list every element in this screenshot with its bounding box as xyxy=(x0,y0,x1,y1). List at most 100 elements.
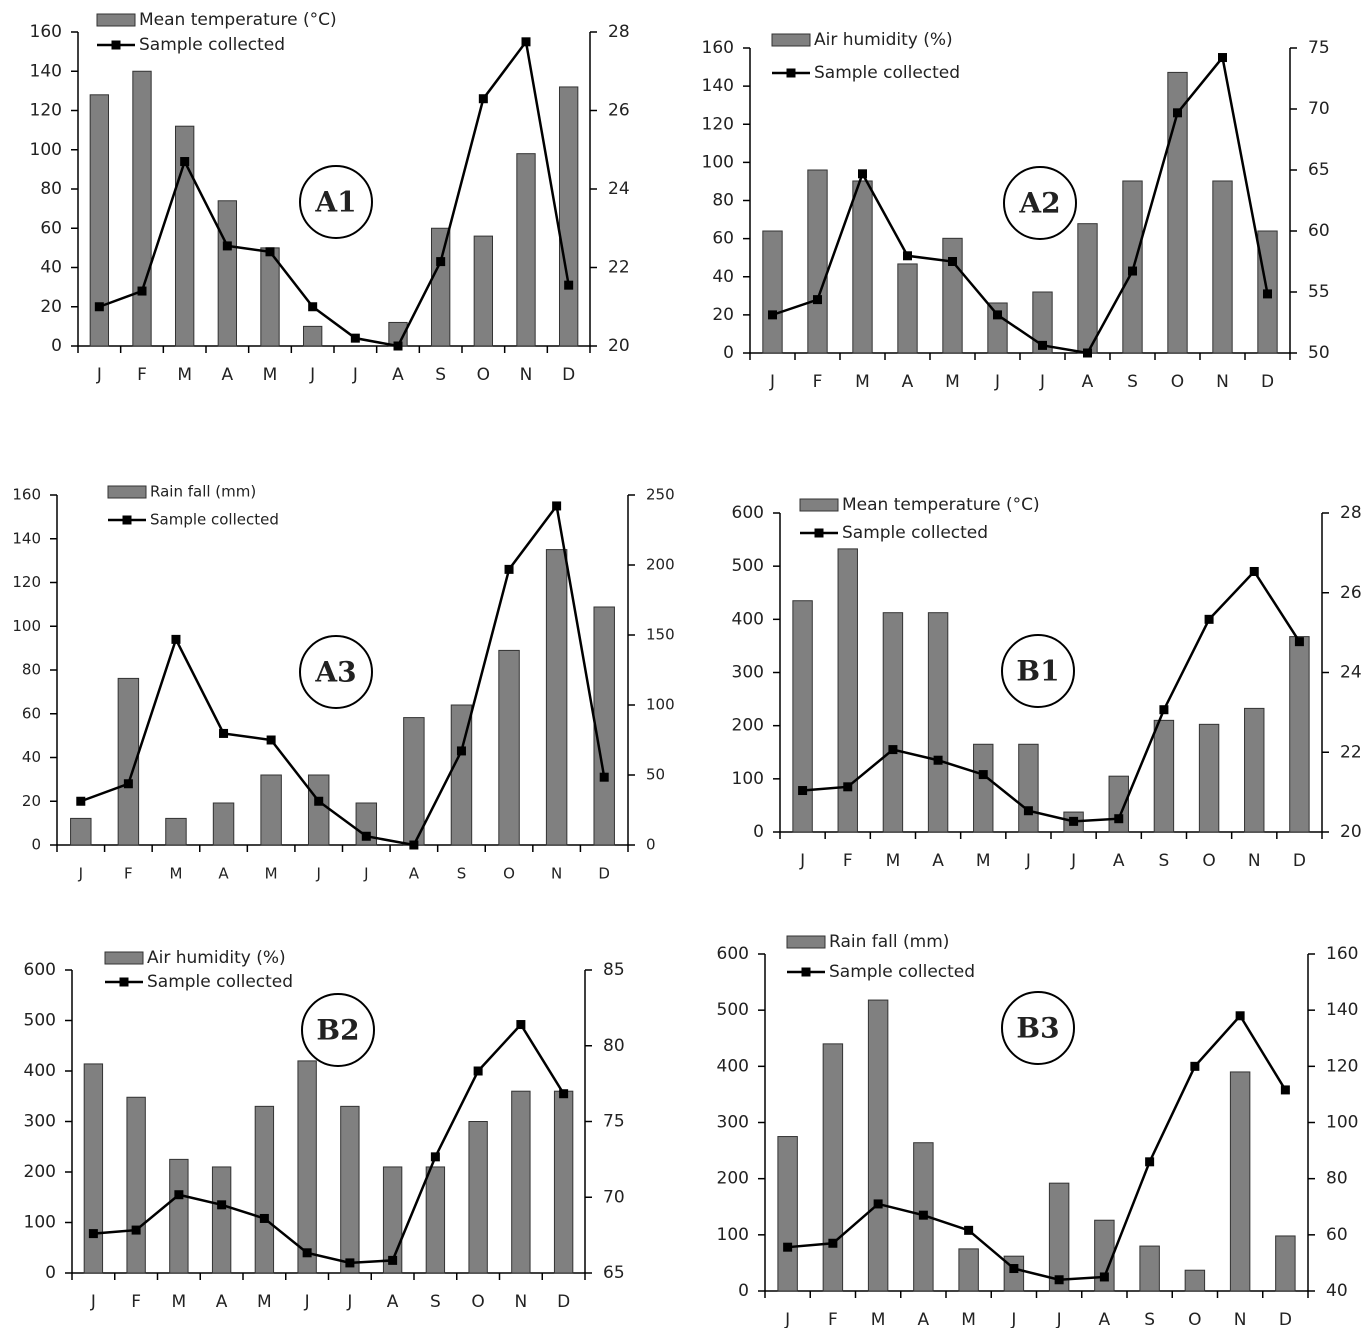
x-tick-label: O xyxy=(471,1292,484,1312)
y-tick-label: 600 xyxy=(717,944,749,964)
legend-marker xyxy=(119,977,129,987)
annotation-circle xyxy=(299,635,373,709)
marker xyxy=(504,564,514,574)
y-tick-label: 60 xyxy=(712,229,734,249)
marker xyxy=(599,772,609,782)
y-tick-label: 200 xyxy=(717,1169,749,1189)
marker xyxy=(1235,1011,1245,1021)
annotation-circle xyxy=(301,993,375,1067)
legend-swatch xyxy=(96,13,136,27)
marker xyxy=(314,796,324,806)
marker xyxy=(409,840,419,850)
bar xyxy=(511,1090,531,1274)
y2-tick-label: 28 xyxy=(1340,503,1362,523)
bar xyxy=(340,1105,360,1274)
x-tick-label: M xyxy=(172,1292,187,1312)
x-tick-label: J xyxy=(96,365,102,385)
y-tick-label: 140 xyxy=(702,76,734,96)
x-tick-label: M xyxy=(945,372,960,392)
y2-tick-label: 24 xyxy=(608,179,630,199)
x-tick-label: J xyxy=(1039,372,1045,392)
y-tick-label: 100 xyxy=(30,140,62,160)
y-tick-label: 120 xyxy=(30,101,62,121)
x-tick-label: A xyxy=(409,865,420,883)
bar xyxy=(425,1166,446,1274)
y2-tick-label: 160 xyxy=(1326,944,1358,964)
bar xyxy=(1077,223,1098,354)
legend-swatch xyxy=(799,498,839,512)
marker xyxy=(1038,340,1047,350)
marker xyxy=(1294,637,1304,647)
x-tick-label: S xyxy=(1159,851,1170,871)
chart: 0 20 40 60 80 100 120 140 160 0 50 100 150 200 250 J F M A… xyxy=(12,483,674,883)
legend-marker xyxy=(801,967,811,977)
y2-tick-label: 0 xyxy=(646,836,656,854)
y-tick-label: 600 xyxy=(24,960,56,980)
chart: 0 20 40 60 80 100 120 140 160 20 22 24 26 28 J F M A M J J A S… xyxy=(30,10,630,385)
x-tick-label: J xyxy=(769,372,775,392)
annotation: A2 xyxy=(1018,187,1060,220)
line xyxy=(93,1022,565,1265)
bar xyxy=(807,169,828,354)
y-tick-label: 600 xyxy=(732,503,764,523)
x-tick-label: D xyxy=(1279,1310,1292,1328)
annotation: A1 xyxy=(314,186,356,219)
marker xyxy=(302,1248,312,1258)
marker xyxy=(1159,705,1169,715)
chart: 0 100 200 300 400 500 600 65 70 75 80 85 J F M A M J J A S O N… xyxy=(24,948,625,1312)
y2-tick-label: 250 xyxy=(646,486,675,504)
x-tick-label: D xyxy=(1293,851,1306,871)
y-tick-label: 100 xyxy=(24,1213,56,1233)
marker xyxy=(933,755,943,765)
legend-label: Sample collected xyxy=(147,972,293,992)
marker xyxy=(393,341,403,351)
y2-tick-label: 22 xyxy=(608,258,630,278)
y-tick-label: 60 xyxy=(40,218,62,238)
legend-marker xyxy=(111,40,121,50)
legend-swatch xyxy=(107,485,147,499)
y2-tick-label: 140 xyxy=(1326,1000,1358,1020)
legend-swatch xyxy=(104,951,144,965)
bar xyxy=(545,549,568,846)
marker xyxy=(361,831,371,841)
y-tick-label: 0 xyxy=(51,336,62,356)
marker xyxy=(798,786,808,796)
legend-label: Air humidity (%) xyxy=(147,948,286,968)
marker xyxy=(828,1238,838,1248)
marker xyxy=(516,1020,526,1030)
bar xyxy=(297,1060,317,1274)
bar xyxy=(1032,291,1053,354)
x-tick-label: J xyxy=(994,372,1000,392)
y-tick-label: 20 xyxy=(22,792,41,810)
bar xyxy=(254,1105,275,1274)
y2-tick-label: 20 xyxy=(1340,822,1362,842)
bar xyxy=(1275,1235,1296,1292)
line xyxy=(80,502,606,847)
annotation: B2 xyxy=(316,1014,359,1047)
y2-tick-label: 80 xyxy=(603,1036,625,1056)
y2-tick-label: 40 xyxy=(1326,1281,1348,1301)
bar xyxy=(1212,180,1233,354)
y2-tick-label: 70 xyxy=(603,1187,625,1207)
marker xyxy=(978,770,988,780)
x-tick-label: F xyxy=(124,865,133,883)
y-tick-label: 40 xyxy=(712,267,734,287)
y-tick-label: 100 xyxy=(12,617,41,635)
legend-label: Sample collected xyxy=(139,35,285,55)
legend-label: Sample collected xyxy=(829,962,975,982)
y-tick-label: 400 xyxy=(24,1061,56,1081)
legend-label: Sample collected xyxy=(842,523,988,543)
bar xyxy=(987,302,1008,354)
annotation: B1 xyxy=(1016,655,1059,688)
marker xyxy=(217,1200,227,1210)
y-tick-label: 0 xyxy=(31,836,41,854)
marker xyxy=(174,1190,184,1200)
bar xyxy=(126,1096,146,1274)
y-tick-label: 80 xyxy=(22,661,41,679)
y-tick-label: 20 xyxy=(40,297,62,317)
bar xyxy=(1244,707,1265,833)
x-tick-label: N xyxy=(1234,1310,1247,1328)
marker xyxy=(222,241,232,251)
marker xyxy=(858,169,867,179)
